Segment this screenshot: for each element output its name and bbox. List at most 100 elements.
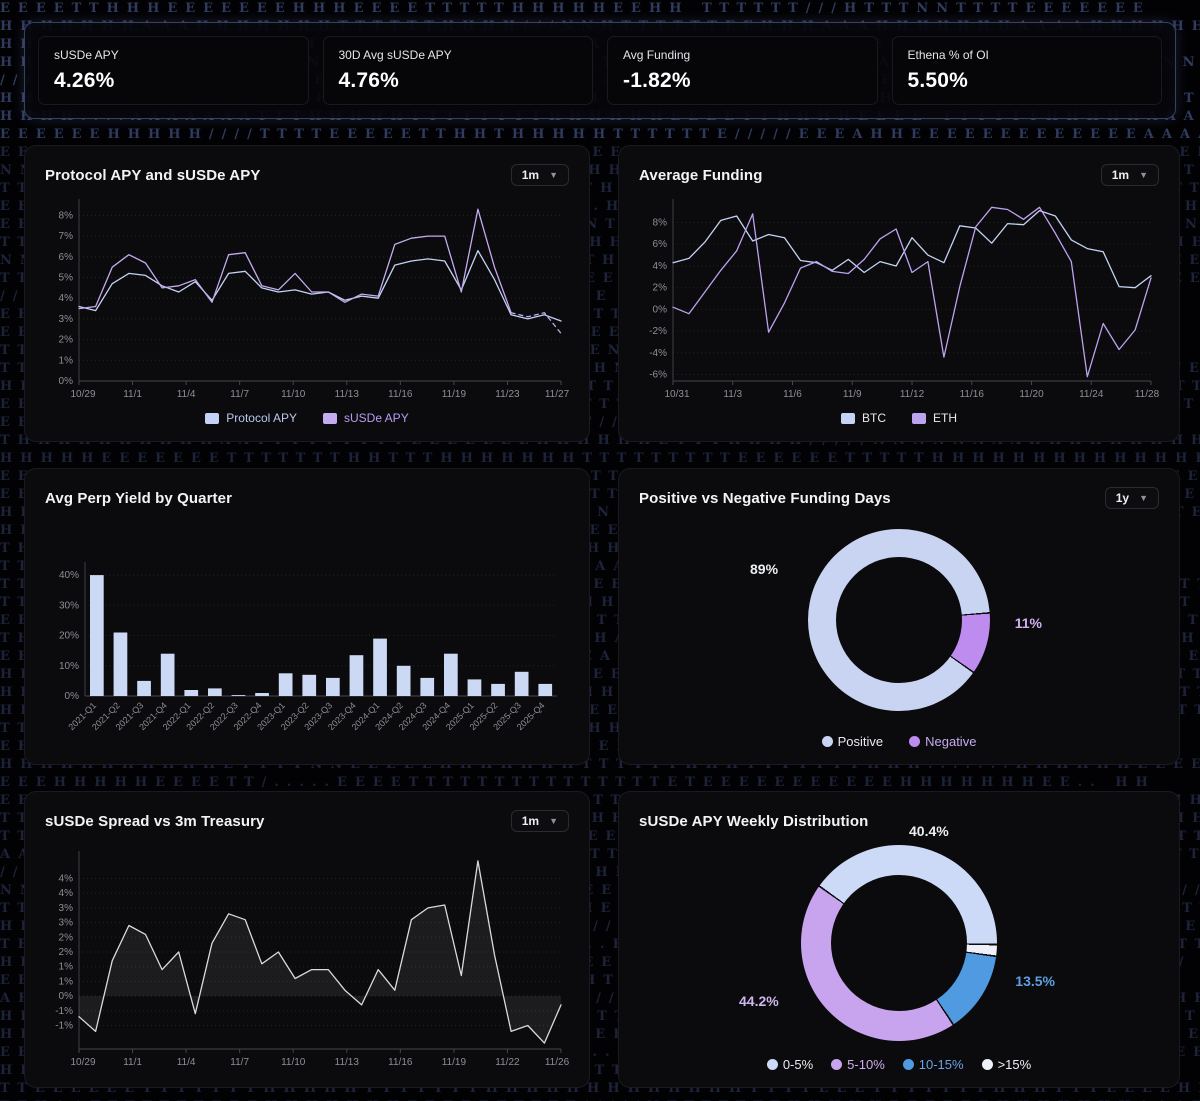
chevron-down-icon: ▼ bbox=[549, 169, 558, 180]
chart-area: 40% 30% 20% 10% 0% 2021-Q1 2021-Q2 2021-Q3 2021-… bbox=[45, 511, 569, 752]
donut-ring bbox=[801, 844, 997, 1041]
stats-summary-bar: sUSDe APY 4.26% 30D Avg sUSDe APY 4.76% … bbox=[24, 22, 1176, 119]
legend-label: sUSDe APY bbox=[344, 411, 409, 425]
panel-susde-spread: sUSDe Spread vs 3m Treasury 1m ▼ 4% 4% 3% 3… bbox=[24, 791, 590, 1088]
range-select[interactable]: 1m ▼ bbox=[510, 164, 569, 186]
panel-title: Avg Perp Yield by Quarter bbox=[45, 489, 233, 507]
svg-text:2%: 2% bbox=[653, 283, 668, 294]
range-select[interactable]: 1y ▼ bbox=[1104, 487, 1159, 509]
panel-header: sUSDe APY Weekly Distribution bbox=[639, 808, 1159, 834]
svg-text:4%: 4% bbox=[59, 874, 74, 885]
svg-text:3%: 3% bbox=[59, 903, 74, 914]
svg-text:2%: 2% bbox=[59, 335, 74, 346]
chart-area: 89% 11% bbox=[639, 511, 1159, 728]
svg-text:20%: 20% bbox=[59, 631, 79, 642]
svg-text:11/22: 11/22 bbox=[495, 1057, 520, 1068]
svg-text:4%: 4% bbox=[59, 888, 74, 899]
stat-card-30d-avg-susde-apy: 30D Avg sUSDe APY 4.76% bbox=[322, 36, 593, 105]
legend-item-protocol-apy: Protocol APY bbox=[205, 411, 297, 425]
svg-text:11/16: 11/16 bbox=[388, 389, 413, 400]
donut-ring bbox=[808, 528, 990, 711]
svg-text:11/6: 11/6 bbox=[783, 389, 802, 400]
panel-title: sUSDe Spread vs 3m Treasury bbox=[45, 812, 265, 830]
panel-header: Average Funding 1m ▼ bbox=[639, 162, 1159, 188]
svg-text:11/20: 11/20 bbox=[1019, 389, 1044, 400]
legend-item-0-5: 0-5% bbox=[766, 1057, 813, 1072]
svg-text:11/23: 11/23 bbox=[495, 389, 520, 400]
svg-text:7%: 7% bbox=[59, 231, 74, 242]
legend-label: Protocol APY bbox=[226, 411, 297, 425]
area-chart-spread: 4% 4% 3% 3% 2% 2% 1% 1% 0% -1% -1% 10/29 11/1 11/4 11/… bbox=[55, 851, 569, 1068]
slice-label-10-15: 13.5% bbox=[1015, 972, 1055, 989]
legend-item-5-10: 5-10% bbox=[831, 1057, 885, 1072]
line-chart-protocol-apy: 8% 7% 6% 5% 4% 3% 2% 1% 0% 10/29 11/1 11/4 11/7 11/10… bbox=[59, 199, 569, 400]
legend-item-negative: Negative bbox=[909, 734, 976, 749]
svg-text:4%: 4% bbox=[653, 261, 668, 272]
svg-text:11/12: 11/12 bbox=[900, 389, 925, 400]
svg-text:11/28: 11/28 bbox=[1135, 389, 1159, 400]
svg-text:11/9: 11/9 bbox=[843, 389, 862, 400]
stat-card-avg-funding: Avg Funding -1.82% bbox=[607, 36, 878, 105]
svg-text:2%: 2% bbox=[59, 947, 74, 958]
slice-label-5-10: 44.2% bbox=[739, 992, 779, 1009]
stat-label: Ethena % of OI bbox=[907, 48, 989, 62]
slice-label-positive: 89% bbox=[750, 560, 779, 577]
panel-average-funding: Average Funding 1m ▼ 8% 6% 4% 2% 0% -2% -4% -6%… bbox=[618, 145, 1180, 442]
legend-dot bbox=[821, 735, 833, 747]
legend-label: >15% bbox=[997, 1056, 1032, 1072]
panel-funding-days: Positive vs Negative Funding Days 1y ▼ 8… bbox=[618, 468, 1180, 765]
svg-text:11/13: 11/13 bbox=[335, 389, 360, 400]
legend-label: ETH bbox=[933, 411, 957, 425]
svg-text:3%: 3% bbox=[59, 918, 74, 929]
legend-swatch bbox=[912, 412, 926, 424]
svg-text:5%: 5% bbox=[59, 273, 74, 284]
chevron-down-icon: ▼ bbox=[549, 815, 558, 826]
svg-text:3%: 3% bbox=[59, 314, 74, 325]
chart-area: 8% 7% 6% 5% 4% 3% 2% 1% 0% 10/29 11/1 11/4 11/7 11/10… bbox=[45, 188, 569, 429]
legend-dot bbox=[902, 1058, 914, 1070]
svg-text:11/19: 11/19 bbox=[442, 389, 467, 400]
panel-header: Avg Perp Yield by Quarter bbox=[45, 485, 569, 511]
svg-text:1%: 1% bbox=[59, 962, 74, 973]
chart-area: 8% 6% 4% 2% 0% -2% -4% -6% 10/31 11/3 11/6 11/9 11/1… bbox=[639, 188, 1159, 429]
svg-text:10/29: 10/29 bbox=[70, 1057, 95, 1068]
svg-text:-2%: -2% bbox=[649, 326, 667, 337]
stat-card-ethena-pct-oi: Ethena % of OI 5.50% bbox=[891, 36, 1162, 105]
donut-hole bbox=[831, 874, 967, 1011]
panel-weekly-distribution: sUSDe APY Weekly Distribution 40.4% 13.5… bbox=[618, 791, 1180, 1088]
svg-text:10/29: 10/29 bbox=[70, 389, 95, 400]
panel-header: sUSDe Spread vs 3m Treasury 1m ▼ bbox=[45, 808, 569, 834]
svg-text:6%: 6% bbox=[59, 252, 74, 263]
donut-chart-weekly-distribution: 40.4% 13.5% 44.2% bbox=[739, 823, 1055, 1041]
svg-text:2%: 2% bbox=[59, 932, 74, 943]
panel-header: Positive vs Negative Funding Days 1y ▼ bbox=[639, 485, 1159, 511]
legend-swatch bbox=[205, 412, 220, 424]
legend-item-btc: BTC bbox=[841, 411, 886, 425]
legend-label: 5-10% bbox=[847, 1056, 885, 1072]
svg-text:11/4: 11/4 bbox=[177, 1057, 196, 1068]
svg-text:11/3: 11/3 bbox=[723, 389, 742, 400]
chart-legend: 0-5% 5-10% 10-15% >15% bbox=[639, 1053, 1159, 1075]
stat-label: 30D Avg sUSDe APY bbox=[338, 48, 452, 62]
bar-chart-perp-yield: 40%30%20%10%0%2021-Q12021-Q22021-Q32021-… bbox=[59, 562, 557, 732]
chevron-down-icon: ▼ bbox=[1139, 492, 1148, 503]
svg-text:4%: 4% bbox=[59, 293, 74, 304]
chart-legend: Protocol APY sUSDe APY bbox=[45, 407, 569, 429]
svg-text:0%: 0% bbox=[653, 304, 668, 315]
svg-text:11/4: 11/4 bbox=[177, 389, 196, 400]
legend-item-susde-apy: sUSDe APY bbox=[323, 411, 409, 425]
panel-title: sUSDe APY Weekly Distribution bbox=[639, 812, 869, 830]
panel-grid: Protocol APY and sUSDe APY 1m ▼ 8% 7% 6% 5%… bbox=[24, 145, 1180, 1088]
line-chart-average-funding: 8% 6% 4% 2% 0% -2% -4% -6% 10/31 11/3 11/6 11/9 11/1… bbox=[649, 199, 1159, 400]
range-select[interactable]: 1m ▼ bbox=[510, 810, 569, 832]
stat-value: 4.76% bbox=[338, 69, 400, 92]
stat-value: -1.82% bbox=[623, 69, 691, 92]
svg-text:8%: 8% bbox=[59, 210, 74, 221]
chevron-down-icon: ▼ bbox=[1139, 169, 1148, 180]
range-value: 1y bbox=[1115, 491, 1130, 505]
range-select[interactable]: 1m ▼ bbox=[1100, 164, 1159, 186]
svg-text:0%: 0% bbox=[65, 691, 80, 702]
svg-text:30%: 30% bbox=[59, 600, 79, 611]
svg-text:11/7: 11/7 bbox=[230, 1057, 249, 1068]
panel-title: Positive vs Negative Funding Days bbox=[639, 489, 891, 507]
